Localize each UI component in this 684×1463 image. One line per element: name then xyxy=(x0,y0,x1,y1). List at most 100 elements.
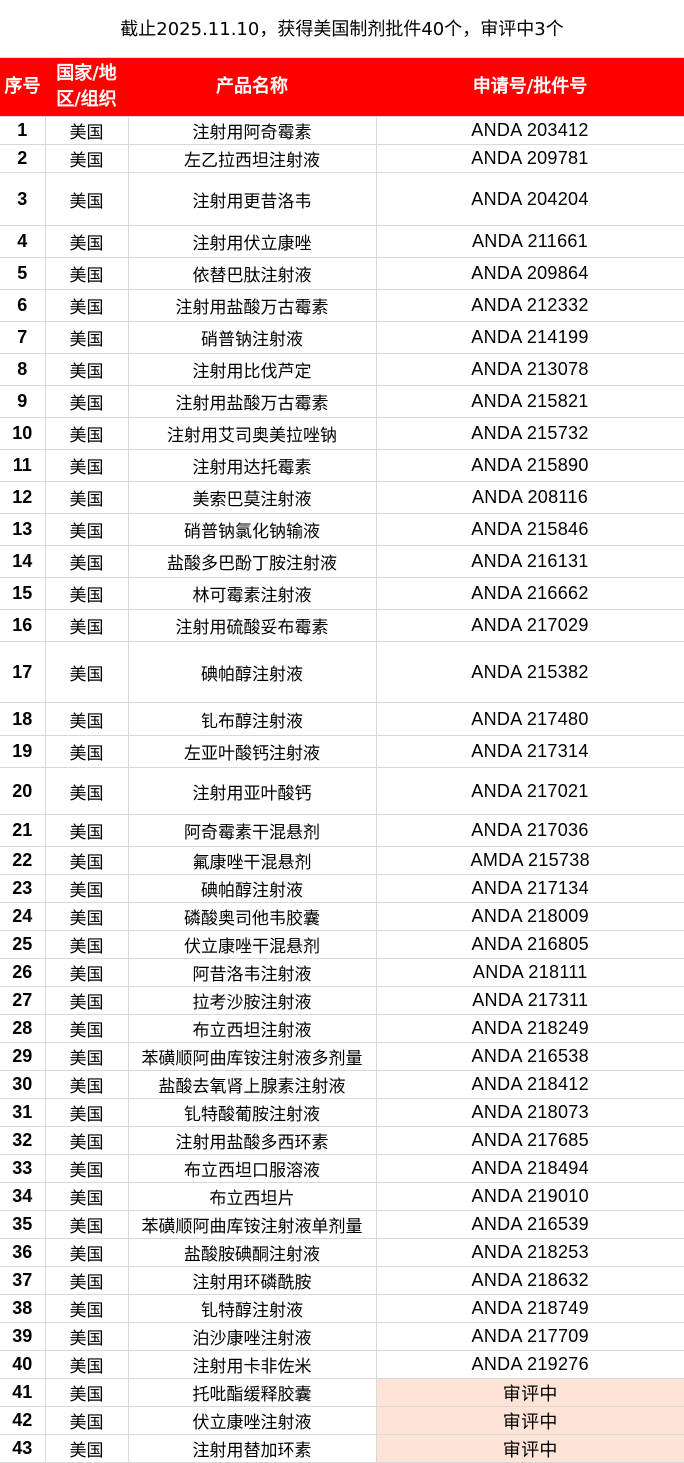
row-application-no: ANDA 215821 xyxy=(375,385,684,418)
row-index: 13 xyxy=(0,513,46,546)
row-country: 美国 xyxy=(44,577,129,610)
row-application-no: ANDA 204204 xyxy=(375,172,684,226)
row-country: 美国 xyxy=(44,545,129,578)
row-index: 25 xyxy=(0,930,46,959)
row-country: 美国 xyxy=(44,257,129,290)
table-row: 18 美国 钆布醇注射液 ANDA 217480 xyxy=(0,702,684,736)
row-product: 注射用伏立康唑 xyxy=(127,225,377,258)
header-application-no: 申请号/批件号 xyxy=(376,58,684,117)
table-row: 13 美国 硝普钠氯化钠输液 ANDA 215846 xyxy=(0,513,684,546)
row-product: 注射用更昔洛韦 xyxy=(127,172,377,226)
row-product: 阿奇霉素干混悬剂 xyxy=(127,814,377,847)
row-country: 美国 xyxy=(44,116,129,145)
row-product: 阿昔洛韦注射液 xyxy=(127,958,377,987)
row-product: 注射用替加环素 xyxy=(127,1434,377,1463)
table-row: 14 美国 盐酸多巴酚丁胺注射液 ANDA 216131 xyxy=(0,545,684,578)
row-application-no: ANDA 215890 xyxy=(375,449,684,482)
row-application-no: ANDA 215382 xyxy=(375,641,684,703)
row-index: 22 xyxy=(0,846,46,875)
table-row: 27 美国 拉考沙胺注射液 ANDA 217311 xyxy=(0,986,684,1015)
row-index: 37 xyxy=(0,1266,46,1295)
row-index: 35 xyxy=(0,1210,46,1239)
row-product: 布立西坦口服溶液 xyxy=(127,1154,377,1183)
table-row: 22 美国 氟康唑干混悬剂 AMDA 215738 xyxy=(0,846,684,875)
page-title: 截止2025.11.10，获得美国制剂批件40个，审评中3个 xyxy=(0,0,684,58)
row-product: 碘帕醇注射液 xyxy=(127,874,377,903)
row-country: 美国 xyxy=(44,902,129,931)
row-country: 美国 xyxy=(44,958,129,987)
row-country: 美国 xyxy=(44,1350,129,1379)
row-product: 注射用达托霉素 xyxy=(127,449,377,482)
row-application-no: ANDA 217029 xyxy=(375,609,684,642)
row-product: 碘帕醇注射液 xyxy=(127,641,377,703)
row-index: 33 xyxy=(0,1154,46,1183)
row-country: 美国 xyxy=(44,1070,129,1099)
row-application-no: ANDA 216131 xyxy=(375,545,684,578)
row-country: 美国 xyxy=(44,289,129,322)
row-product: 氟康唑干混悬剂 xyxy=(127,846,377,875)
table-row: 12 美国 美索巴莫注射液 ANDA 208116 xyxy=(0,481,684,514)
row-product: 注射用阿奇霉素 xyxy=(127,116,377,145)
row-product: 林可霉素注射液 xyxy=(127,577,377,610)
row-index: 24 xyxy=(0,902,46,931)
row-product: 美索巴莫注射液 xyxy=(127,481,377,514)
row-index: 14 xyxy=(0,545,46,578)
row-product: 左乙拉西坦注射液 xyxy=(127,144,377,173)
row-product: 钆特酸葡胺注射液 xyxy=(127,1098,377,1127)
row-country: 美国 xyxy=(44,735,129,768)
row-application-no: ANDA 208116 xyxy=(375,481,684,514)
row-index: 27 xyxy=(0,986,46,1015)
row-application-no: ANDA 216805 xyxy=(375,930,684,959)
row-index: 21 xyxy=(0,814,46,847)
row-index: 17 xyxy=(0,641,46,703)
table-row: 7 美国 硝普钠注射液 ANDA 214199 xyxy=(0,321,684,354)
table-row: 29 美国 苯磺顺阿曲库铵注射液多剂量 ANDA 216538 xyxy=(0,1042,684,1071)
row-application-no: ANDA 218249 xyxy=(375,1014,684,1043)
table-row: 16 美国 注射用硫酸妥布霉素 ANDA 217029 xyxy=(0,609,684,642)
row-product: 布立西坦注射液 xyxy=(127,1014,377,1043)
row-index: 38 xyxy=(0,1294,46,1323)
row-product: 左亚叶酸钙注射液 xyxy=(127,735,377,768)
row-country: 美国 xyxy=(44,481,129,514)
row-application-no: ANDA 215732 xyxy=(375,417,684,450)
row-index: 28 xyxy=(0,1014,46,1043)
row-country: 美国 xyxy=(44,144,129,173)
row-country: 美国 xyxy=(44,225,129,258)
row-index: 20 xyxy=(0,767,46,815)
row-index: 2 xyxy=(0,144,46,173)
row-index: 15 xyxy=(0,577,46,610)
table-row: 28 美国 布立西坦注射液 ANDA 218249 xyxy=(0,1014,684,1043)
row-index: 23 xyxy=(0,874,46,903)
row-index: 18 xyxy=(0,702,46,736)
row-product: 注射用环磷酰胺 xyxy=(127,1266,377,1295)
table-row: 41 美国 托吡酯缓释胶囊 审评中 xyxy=(0,1378,684,1407)
row-index: 31 xyxy=(0,1098,46,1127)
table-row: 10 美国 注射用艾司奥美拉唑钠 ANDA 215732 xyxy=(0,417,684,450)
row-application-no: ANDA 218253 xyxy=(375,1238,684,1267)
row-application-no: ANDA 212332 xyxy=(375,289,684,322)
row-application-no: ANDA 218073 xyxy=(375,1098,684,1127)
row-application-no: ANDA 219010 xyxy=(375,1182,684,1211)
table-row: 1 美国 注射用阿奇霉素 ANDA 203412 xyxy=(0,116,684,145)
row-country: 美国 xyxy=(44,321,129,354)
row-country: 美国 xyxy=(44,1210,129,1239)
row-country: 美国 xyxy=(44,1434,129,1463)
row-application-no: ANDA 203412 xyxy=(375,116,684,145)
table-row: 34 美国 布立西坦片 ANDA 219010 xyxy=(0,1182,684,1211)
row-application-no: 审评中 xyxy=(375,1378,684,1407)
row-product: 注射用硫酸妥布霉素 xyxy=(127,609,377,642)
table-row: 23 美国 碘帕醇注射液 ANDA 217134 xyxy=(0,874,684,903)
row-index: 34 xyxy=(0,1182,46,1211)
row-application-no: ANDA 218632 xyxy=(375,1266,684,1295)
row-application-no: 审评中 xyxy=(375,1406,684,1435)
table-row: 8 美国 注射用比伐芦定 ANDA 213078 xyxy=(0,353,684,386)
row-country: 美国 xyxy=(44,1182,129,1211)
row-product: 苯磺顺阿曲库铵注射液单剂量 xyxy=(127,1210,377,1239)
table-row: 3 美国 注射用更昔洛韦 ANDA 204204 xyxy=(0,172,684,226)
row-product: 硝普钠注射液 xyxy=(127,321,377,354)
row-index: 29 xyxy=(0,1042,46,1071)
row-country: 美国 xyxy=(44,1266,129,1295)
row-application-no: ANDA 216539 xyxy=(375,1210,684,1239)
row-index: 10 xyxy=(0,417,46,450)
table-row: 19 美国 左亚叶酸钙注射液 ANDA 217314 xyxy=(0,735,684,768)
